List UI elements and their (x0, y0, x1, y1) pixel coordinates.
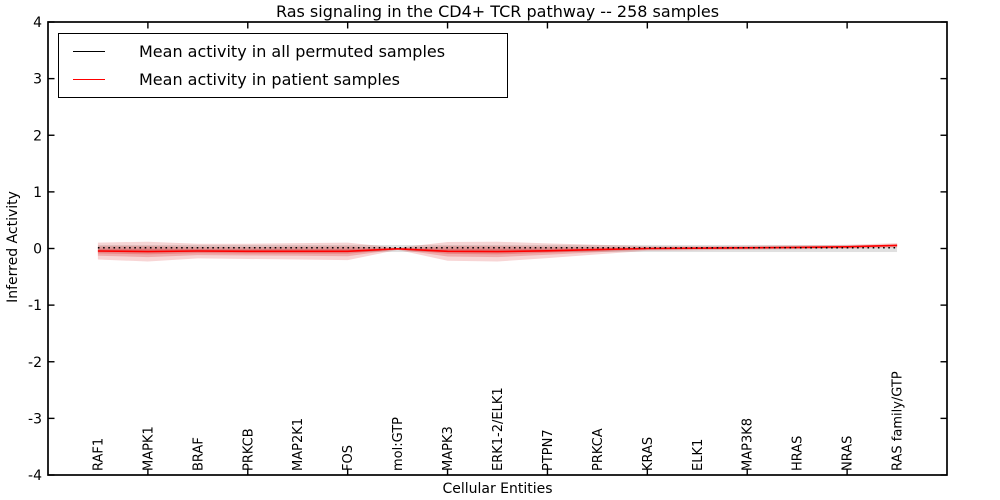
x-tick-label: MAP2K1 (291, 418, 306, 471)
y-tick-label: 1 (33, 185, 42, 201)
x-axis-label: Cellular Entities (442, 481, 553, 497)
x-tick-label: HRAS (791, 436, 806, 471)
y-tick-label: 4 (33, 15, 42, 31)
patient-line-sample (73, 78, 105, 80)
permuted-line-sample (73, 51, 105, 53)
x-tick-label: PRKCB (241, 428, 256, 471)
x-tick-label: MAP3K8 (741, 418, 756, 471)
x-tick-label: PRKCA (591, 428, 606, 471)
y-tick-label: -2 (28, 355, 42, 371)
legend-label-permuted: Mean activity in all permuted samples (139, 42, 446, 62)
x-tick-label: MAPK1 (141, 426, 156, 471)
x-tick-label: RAS family/GTP (891, 371, 906, 471)
y-tick-label: 3 (33, 72, 42, 88)
x-tick-label: MAPK3 (441, 426, 456, 471)
legend-label-patient: Mean activity in patient samples (139, 69, 400, 89)
x-tick-label: ELK1 (691, 439, 706, 471)
chart-title: Ras signaling in the CD4+ TCR pathway --… (275, 2, 720, 21)
y-tick-label: 2 (33, 128, 42, 144)
y-tick-label: 0 (33, 242, 42, 258)
x-tick-label: FOS (341, 445, 356, 471)
x-tick-label: mol:GTP (391, 417, 406, 471)
x-tick-label: KRAS (641, 437, 656, 471)
y-tick-label: -1 (28, 298, 42, 314)
x-tick-label: BRAF (191, 437, 206, 471)
legend: Mean activity in all permuted samples Me… (58, 33, 508, 98)
x-tick-label: RAF1 (91, 438, 106, 471)
legend-item-patient: Mean activity in patient samples (73, 70, 507, 89)
legend-item-permuted: Mean activity in all permuted samples (73, 42, 507, 61)
x-tick-label: ERK1-2/ELK1 (491, 387, 506, 471)
y-tick-label: -3 (28, 411, 42, 427)
y-axis-label: Inferred Activity (5, 191, 21, 303)
x-tick-label: NRAS (841, 436, 856, 471)
permuted-band (97, 244, 898, 253)
x-tick-label: PTPN7 (541, 429, 556, 471)
y-tick-label: -4 (28, 468, 42, 484)
